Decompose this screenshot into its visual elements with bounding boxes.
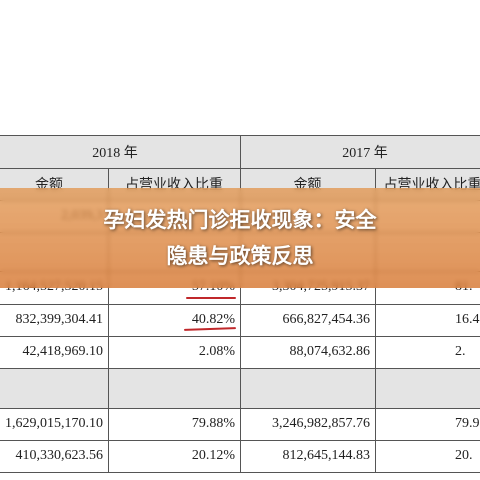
title-band [0, 188, 480, 288]
table-cell: 3,246,982,857.76 [272, 416, 370, 431]
table-cell: 410,330,623.56 [15, 448, 104, 463]
year-header: 2018 年 [92, 145, 138, 161]
year-header: 2017 年 [342, 145, 388, 161]
table-cell: 2.08% [198, 344, 235, 359]
table-cell: 40.82% [191, 312, 235, 327]
table-cell: 2. [455, 344, 466, 359]
table-cell: 832,399,304.41 [15, 312, 104, 327]
table-cell: 79.88% [191, 416, 235, 431]
row-line [0, 472, 480, 473]
table-cell: 1,629,015,170.10 [5, 416, 103, 431]
table-cell: 79.9 [455, 416, 480, 431]
table-cell: 88,074,632.86 [289, 344, 371, 359]
col-line [375, 168, 376, 472]
table-cell: 42,418,969.10 [22, 344, 104, 359]
table-cell: 812,645,144.83 [282, 448, 371, 463]
table-cell: 666,827,454.36 [282, 312, 371, 327]
overlay-title: 隐患与政策反思 [166, 244, 314, 268]
table-cell: 16.4 [455, 312, 480, 327]
table-cell: 20.12% [191, 448, 235, 463]
overlay-title: 孕妇发热门诊拒收现象：安全 [103, 208, 377, 232]
col-line [240, 135, 241, 472]
table-cell: 20. [455, 448, 473, 463]
col-line [108, 168, 109, 472]
highlight-underline [186, 297, 236, 299]
